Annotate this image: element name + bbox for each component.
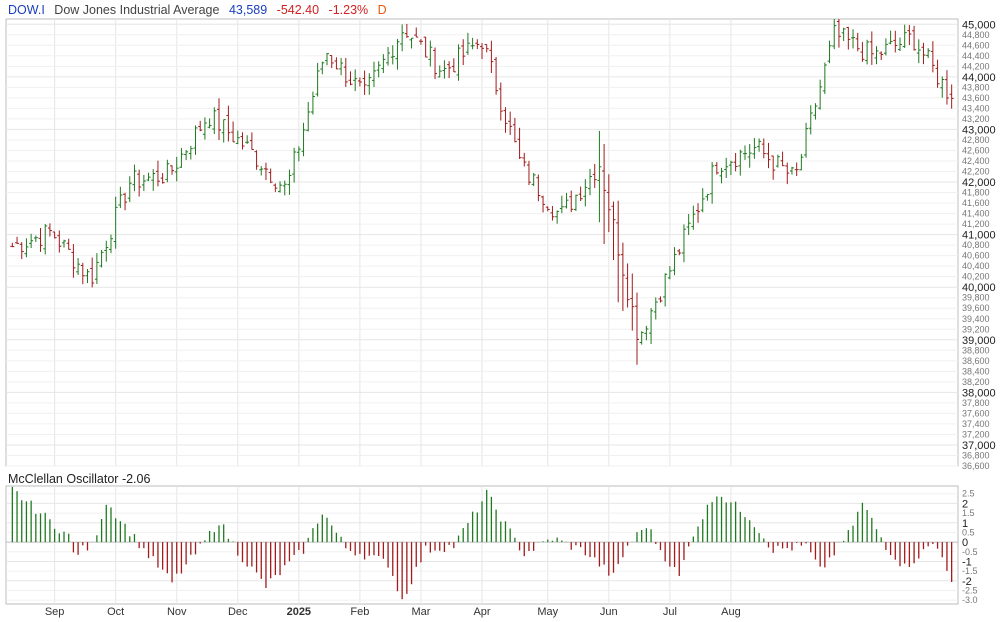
- price-major-tick-label: 40,000: [962, 282, 996, 294]
- price-minor-tick-label: 38,200: [962, 377, 990, 387]
- x-axis-label: Sep: [45, 606, 65, 618]
- price-minor-tick-label: 39,200: [962, 324, 990, 334]
- price-minor-tick-label: 42,400: [962, 156, 990, 166]
- price-minor-tick-label: 43,800: [962, 82, 990, 92]
- osc-minor-tick-label: 2.5: [962, 489, 975, 499]
- price-minor-tick-label: 38,800: [962, 345, 990, 355]
- x-axis-label: Dec: [228, 606, 248, 618]
- x-axis-label: Feb: [350, 606, 369, 618]
- x-axis-label: Aug: [721, 606, 741, 618]
- price-minor-tick-label: 44,200: [962, 61, 990, 71]
- x-axis-label: Jun: [600, 606, 618, 618]
- x-axis-label: Oct: [107, 606, 124, 618]
- price-minor-tick-label: 43,600: [962, 93, 990, 103]
- price-minor-tick-label: 43,200: [962, 114, 990, 124]
- osc-major-tick-label: -1: [962, 556, 972, 568]
- oscillator-title: McClellan Oscillator -2.06: [8, 471, 150, 487]
- osc-major-tick-label: -2: [962, 576, 972, 588]
- price-minor-tick-label: 43,400: [962, 103, 990, 113]
- x-axis-label: Mar: [411, 606, 430, 618]
- price-minor-tick-label: 42,600: [962, 145, 990, 155]
- price-minor-tick-label: 44,400: [962, 51, 990, 61]
- price-major-tick-label: 39,000: [962, 335, 996, 347]
- price-minor-tick-label: 39,600: [962, 303, 990, 313]
- oscillator-value: -2.06: [121, 472, 151, 486]
- price-minor-tick-label: 42,200: [962, 167, 990, 177]
- price-minor-tick-label: 44,800: [962, 30, 990, 40]
- price-minor-tick-label: 39,400: [962, 314, 990, 324]
- osc-minor-tick-label: -0.5: [962, 547, 978, 557]
- price-change: -542.40: [276, 3, 320, 17]
- price-major-tick-label: 43,000: [962, 124, 996, 136]
- price-minor-tick-label: 42,800: [962, 135, 990, 145]
- oscillator-name: McClellan Oscillator: [8, 472, 119, 486]
- price-minor-tick-label: 41,200: [962, 219, 990, 229]
- price-minor-tick-label: 40,600: [962, 251, 990, 261]
- osc-minor-tick-label: -3.0: [962, 595, 978, 605]
- price-major-tick-label: 42,000: [962, 177, 996, 189]
- osc-minor-tick-label: 0.5: [962, 527, 975, 537]
- chart-header: DOW.I Dow Jones Industrial Average 43,58…: [8, 2, 393, 18]
- price-minor-tick-label: 44,600: [962, 40, 990, 50]
- price-minor-tick-label: 38,600: [962, 356, 990, 366]
- osc-major-tick-label: 1: [962, 518, 968, 530]
- price-change-percent: -1.23%: [328, 3, 369, 17]
- price-minor-tick-label: 40,400: [962, 261, 990, 271]
- x-axis-label: Apr: [473, 606, 490, 618]
- symbol-label[interactable]: DOW.I: [8, 3, 45, 17]
- osc-minor-tick-label: -1.5: [962, 566, 978, 576]
- x-axis-label: Jul: [663, 606, 677, 618]
- price-minor-tick-label: 38,400: [962, 366, 990, 376]
- price-minor-tick-label: 41,600: [962, 198, 990, 208]
- osc-major-tick-label: 2: [962, 498, 968, 510]
- price-minor-tick-label: 39,800: [962, 293, 990, 303]
- price-minor-tick-label: 37,200: [962, 429, 990, 439]
- index-name: Dow Jones Industrial Average: [54, 3, 220, 17]
- price-major-tick-label: 44,000: [962, 72, 996, 84]
- price-minor-tick-label: 41,800: [962, 188, 990, 198]
- last-price: 43,589: [228, 3, 268, 17]
- osc-minor-tick-label: 1.5: [962, 508, 975, 518]
- osc-minor-tick-label: -2.5: [962, 585, 978, 595]
- osc-major-tick-label: 0: [962, 537, 968, 549]
- price-minor-tick-label: 41,400: [962, 209, 990, 219]
- period-flag: D: [377, 3, 387, 17]
- x-axis-label: May: [537, 606, 558, 618]
- price-major-tick-label: 38,000: [962, 387, 996, 399]
- price-minor-tick-label: 36,600: [962, 461, 990, 471]
- x-axis-label: 2025: [287, 606, 311, 618]
- price-minor-tick-label: 40,800: [962, 240, 990, 250]
- price-major-tick-label: 41,000: [962, 230, 996, 242]
- x-axis-label: Nov: [167, 606, 187, 618]
- price-minor-tick-label: 37,800: [962, 398, 990, 408]
- price-minor-tick-label: 37,600: [962, 408, 990, 418]
- price-minor-tick-label: 37,400: [962, 419, 990, 429]
- price-minor-tick-label: 36,800: [962, 450, 990, 460]
- price-major-tick-label: 37,000: [962, 440, 996, 452]
- price-minor-tick-label: 40,200: [962, 272, 990, 282]
- price-major-tick-label: 45,000: [962, 19, 996, 31]
